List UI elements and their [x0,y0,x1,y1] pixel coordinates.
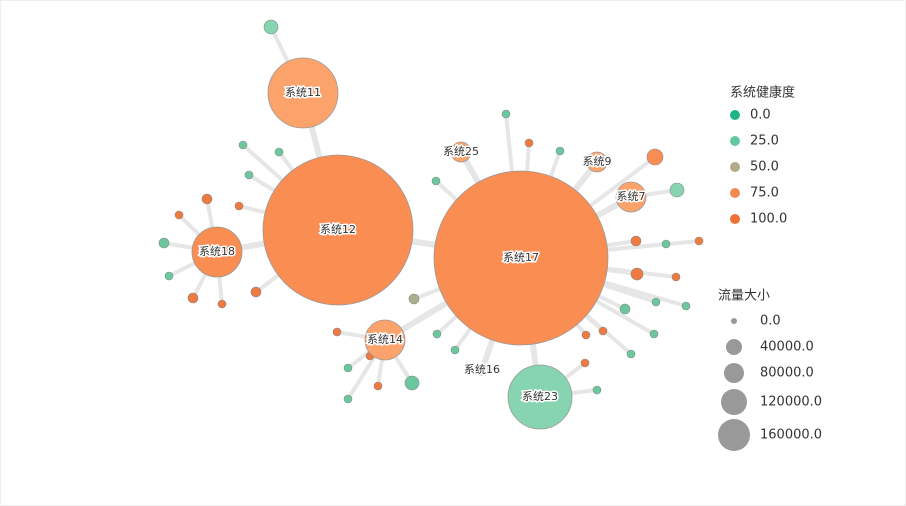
legend-label: 0.0 [750,108,771,123]
node [671,272,681,282]
node [343,363,353,373]
node [524,138,534,148]
legend-title: 流量大小 [718,289,770,304]
node [661,239,671,249]
node [408,293,420,305]
node [694,236,704,246]
node [364,319,406,361]
node-label: 系统7 [617,190,646,203]
node [651,297,661,307]
legend: 系统健康度 流量大小 0.0 25.0 50.0 75.0 100.0 0.0 40000.… [718,85,822,451]
legend-swatch [730,162,740,172]
node-label: 系统12 [320,223,356,236]
node [238,140,248,150]
legend-label: 40000.0 [760,340,814,355]
node [592,385,602,395]
legend-size [718,419,750,451]
legend-swatch [730,136,740,146]
node [649,329,659,339]
node [681,301,691,311]
legend-swatch [730,110,740,120]
node-label: 系统14 [367,333,403,346]
node [450,141,472,163]
legend-label: 120000.0 [760,395,822,410]
node [669,182,685,198]
node [580,358,590,368]
node [404,375,420,391]
node [267,57,339,129]
legend-size [726,339,742,355]
node [432,329,442,339]
legend-swatch [730,188,740,198]
node-label: 系统25 [443,145,479,158]
node [619,303,631,315]
node [433,170,609,346]
node [626,349,636,359]
node [501,109,511,119]
legend-label: 50.0 [750,160,779,175]
node [581,330,591,340]
node [217,299,227,309]
legend-swatch [730,214,740,224]
node [250,286,262,298]
node-label: 系统17 [503,251,539,264]
node [476,364,488,376]
legend-label: 75.0 [750,186,779,201]
node [615,181,647,213]
legend-size [721,389,747,415]
node [187,292,199,304]
node [630,267,644,281]
nodes: 系统11 系统12 系统17 系统18 系统14 系统23 系统25 系统9 系统7 系统16 [158,19,704,430]
node [234,201,244,211]
node-label: 系统23 [522,390,558,403]
node [332,327,342,337]
node [507,364,573,430]
legend-size [724,363,744,383]
legend-title: 系统健康度 [730,85,795,101]
node [373,381,383,391]
node [244,170,254,180]
node [191,226,243,278]
node-label: 系统9 [583,155,612,168]
legend-label: 0.0 [760,314,781,329]
node [262,154,414,306]
node [343,394,353,404]
legend-label: 100.0 [750,212,787,227]
node [630,235,642,247]
node-label: 系统18 [199,245,235,258]
legend-size [731,318,737,324]
legend-label: 25.0 [750,134,779,149]
node [555,146,565,156]
node [586,151,608,173]
node [263,19,279,35]
node [431,176,441,186]
node-label: 系统16 [464,363,500,376]
node-label: 系统11 [285,86,321,99]
node [274,147,284,157]
node [174,210,184,220]
legend-label: 80000.0 [760,366,814,381]
node [201,193,213,205]
node [158,237,170,249]
node [646,148,664,166]
legend-label: 160000.0 [760,428,822,443]
node [164,271,174,281]
node [598,326,608,336]
node [450,345,460,355]
